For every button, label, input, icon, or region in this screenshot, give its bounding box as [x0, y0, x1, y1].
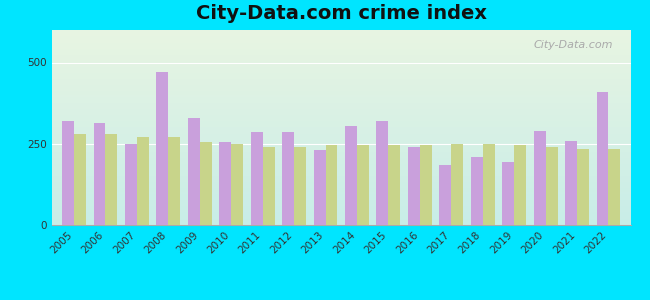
Bar: [376, 121, 389, 225]
Bar: [94, 123, 105, 225]
Bar: [471, 157, 483, 225]
Bar: [326, 146, 337, 225]
Bar: [219, 142, 231, 225]
Bar: [608, 148, 621, 225]
Bar: [534, 131, 545, 225]
Bar: [451, 144, 463, 225]
Bar: [125, 144, 137, 225]
Bar: [357, 146, 369, 225]
Bar: [389, 146, 400, 225]
Bar: [313, 150, 326, 225]
Bar: [545, 147, 558, 225]
Bar: [597, 92, 608, 225]
Bar: [168, 137, 180, 225]
Bar: [105, 134, 118, 225]
Bar: [251, 132, 263, 225]
Bar: [188, 118, 200, 225]
Bar: [74, 134, 86, 225]
Bar: [565, 140, 577, 225]
Bar: [200, 142, 212, 225]
Bar: [577, 148, 589, 225]
Bar: [263, 147, 274, 225]
Text: City-Data.com: City-Data.com: [534, 40, 613, 50]
Bar: [502, 162, 514, 225]
Bar: [439, 165, 451, 225]
Bar: [483, 144, 495, 225]
Bar: [294, 147, 306, 225]
Bar: [282, 132, 294, 225]
Bar: [514, 146, 526, 225]
Bar: [345, 126, 357, 225]
Title: City-Data.com crime index: City-Data.com crime index: [196, 4, 487, 23]
Bar: [62, 121, 74, 225]
Bar: [231, 144, 243, 225]
Bar: [157, 72, 168, 225]
Bar: [137, 137, 149, 225]
Bar: [420, 146, 432, 225]
Legend: South Hill, U.S. average: South Hill, U.S. average: [231, 296, 451, 300]
Bar: [408, 147, 420, 225]
